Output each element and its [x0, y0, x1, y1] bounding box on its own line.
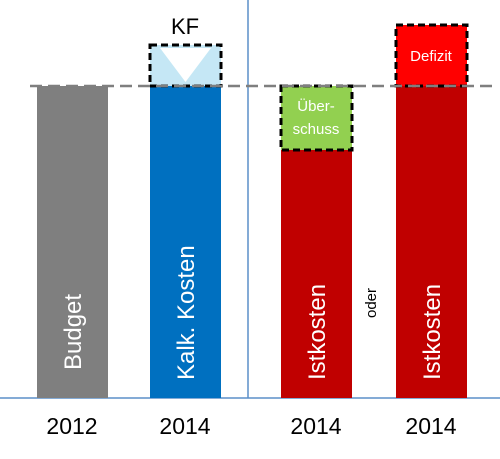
kf-label: KF — [171, 14, 199, 39]
bar — [396, 86, 467, 398]
bar-label: Istkosten — [419, 284, 446, 380]
defizit-box — [394, 23, 469, 88]
defizit-label: Defizit — [410, 48, 453, 65]
year-label: 2014 — [159, 413, 210, 439]
oder-label: oder — [363, 288, 380, 318]
bar-label: Istkosten — [304, 284, 331, 380]
ueberschuss-box — [279, 84, 354, 152]
year-label: 2012 — [46, 413, 97, 439]
kf-triangle — [160, 48, 211, 82]
year-label: 2014 — [405, 413, 456, 439]
bar-label: Budget — [60, 294, 87, 370]
bar — [150, 86, 221, 398]
ueberschuss-label: Über- — [297, 97, 335, 115]
bar — [37, 86, 108, 398]
bar-label: Kalk. Kosten — [173, 245, 200, 380]
year-label: 2014 — [290, 413, 341, 439]
bar — [281, 150, 352, 398]
ueberschuss-label: schuss — [293, 121, 340, 138]
